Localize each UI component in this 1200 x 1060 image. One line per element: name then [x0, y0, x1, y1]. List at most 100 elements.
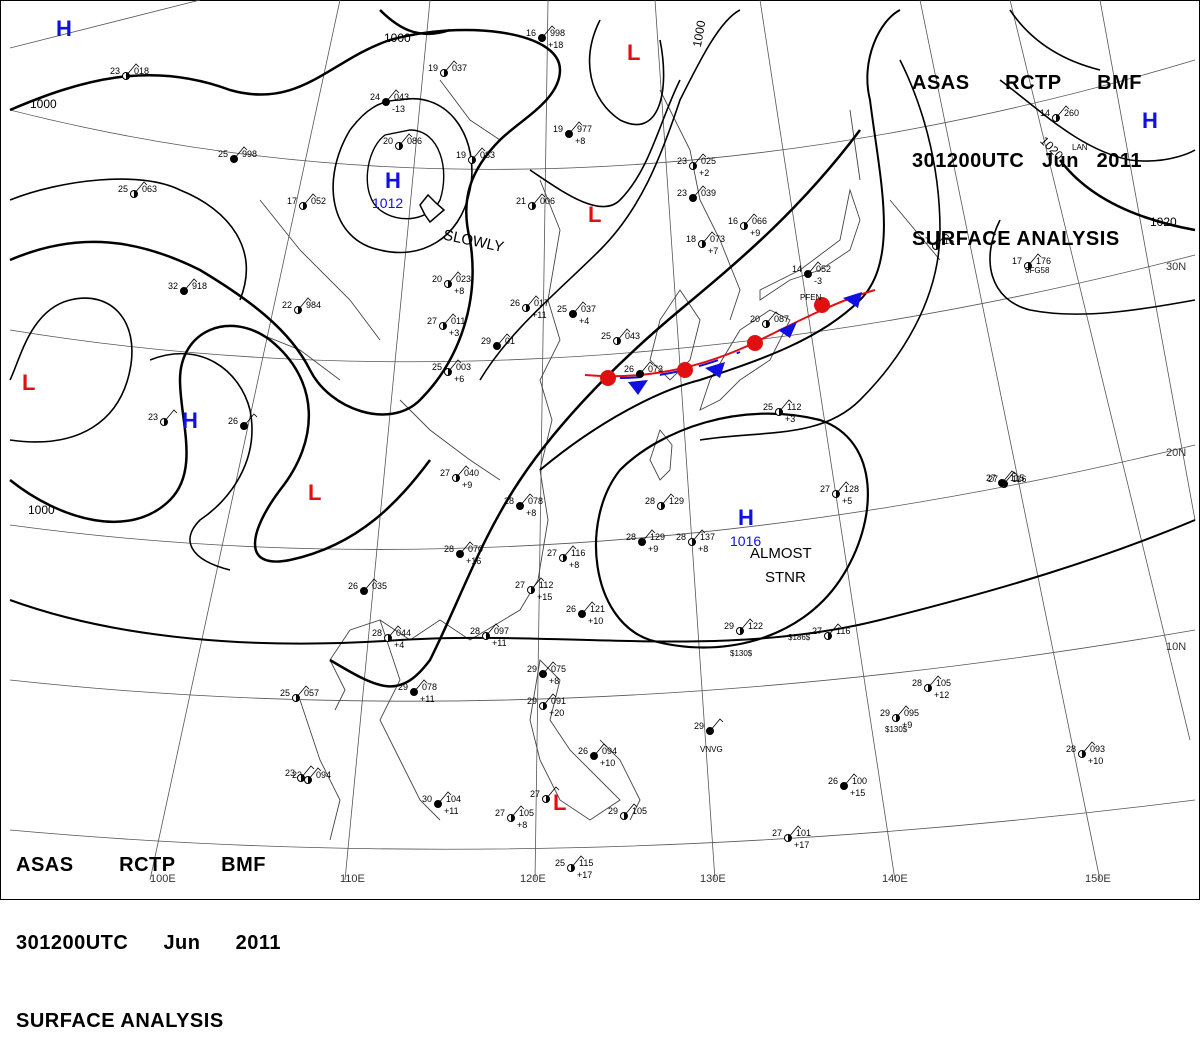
cloud-cover-mark — [1002, 479, 1006, 487]
cloud-cover-mark — [414, 688, 418, 696]
station-pressure: 116 — [1012, 474, 1026, 484]
station-temperature: 26 — [348, 581, 358, 591]
station-plot: 18 073 +7 — [686, 231, 725, 256]
station-tendency: +10 — [600, 758, 615, 768]
wind-barb — [787, 825, 802, 839]
station-plot: 25 037 +4 — [557, 301, 596, 326]
cloud-cover-mark — [308, 776, 312, 784]
station-plot: 29 01 — [481, 333, 515, 350]
station-plot: 23 039 — [677, 185, 716, 202]
wind-barb — [485, 623, 500, 637]
station-pressure: 091 — [551, 696, 566, 706]
station-plot: 28 105 +12 — [912, 675, 951, 700]
station-temperature: 28 — [504, 496, 514, 506]
station-plot: 26 017 +11 — [510, 295, 549, 320]
cloud-cover-mark — [234, 155, 238, 163]
station-temperature: 29 — [694, 721, 704, 731]
station-pressure: 011 — [451, 316, 465, 326]
station-plot: 24 043 -13 — [370, 89, 409, 114]
cloud-cover-mark — [573, 310, 577, 318]
station-plot: 27 116 +8 — [547, 545, 585, 570]
station-pressure: 040 — [464, 468, 479, 478]
isobar-label: 1020 — [1150, 215, 1177, 229]
station-tendency: +6 — [454, 374, 464, 384]
station-temperature: 23 — [110, 66, 120, 76]
station-pressure: 093 — [1090, 744, 1105, 754]
header-code: BMF — [1097, 72, 1142, 94]
station-pressure: 052 — [816, 264, 831, 274]
wind-barb — [778, 399, 793, 413]
station-temperature: 18 — [686, 234, 696, 244]
cloud-cover-mark — [896, 714, 900, 722]
station-temperature: 19 — [553, 124, 563, 134]
station-temperature: 16 — [526, 28, 536, 38]
station-pressure: 105 — [936, 678, 951, 688]
station-plot: 14 260 — [1040, 105, 1079, 122]
wind-barb — [1081, 741, 1096, 755]
station-temperature: 25 — [601, 331, 611, 341]
station-temperature: 28 — [372, 628, 382, 638]
wind-barb — [442, 313, 457, 327]
station-pressure: 104 — [446, 794, 461, 804]
header-product: ASAS — [16, 854, 74, 876]
station-pressure: 176 — [1036, 256, 1051, 266]
station-plot: 23 — [148, 409, 178, 426]
station-tendency: +8 — [526, 508, 536, 518]
station-temperature: 28 — [645, 496, 655, 506]
wind-barb — [581, 601, 596, 615]
station-temperature: 26 — [566, 604, 576, 614]
wind-barb — [525, 295, 540, 309]
wind-barb — [827, 623, 842, 637]
cloud-cover-mark — [472, 156, 476, 164]
station-temperature: 14 — [792, 264, 802, 274]
station-tendency: +18 — [548, 40, 563, 50]
station-temperature: 25 — [280, 688, 290, 698]
station-pressure: 023 — [456, 274, 471, 284]
station-plot: 28 044 +4 — [372, 625, 411, 650]
station-temperature: 23 — [292, 770, 302, 780]
cloud-cover-mark — [702, 240, 706, 248]
station-plot: 26 100 +15 — [828, 773, 867, 798]
station-pressure: 003 — [456, 362, 471, 372]
station-tendency: +8 — [569, 560, 579, 570]
wind-barb — [459, 541, 474, 555]
station-plot: 25 043 — [601, 328, 640, 345]
station-plot: 25 998 — [218, 146, 257, 163]
station-code: $130$ — [885, 725, 908, 734]
wind-barb — [765, 311, 780, 325]
station-tendency: +16 — [466, 556, 481, 566]
cloud-cover-mark — [543, 670, 547, 678]
station-plot: 27 105 +8 — [495, 805, 534, 830]
station-tendency: +7 — [708, 246, 718, 256]
cloud-cover-mark — [936, 242, 940, 250]
station-code: $130$ — [730, 649, 753, 658]
cloud-cover-mark — [134, 190, 138, 198]
cloud-cover-mark — [693, 162, 697, 170]
station-tendency: +17 — [577, 870, 592, 880]
low-center-north: L — [627, 40, 640, 65]
cloud-cover-mark — [532, 202, 536, 210]
wind-barb — [616, 328, 631, 342]
station-pressure: 100 — [852, 776, 867, 786]
station-temperature: 28 — [470, 626, 480, 636]
station-temperature: 28 — [676, 532, 686, 542]
wind-barb — [692, 153, 707, 167]
lon-label: 140E — [882, 873, 908, 885]
station-tendency: +4 — [579, 316, 589, 326]
station-plot: 16 998 +18 — [526, 25, 565, 50]
station-pressure: 105 — [519, 808, 534, 818]
station-temperature: 29 — [398, 682, 408, 692]
station-plot: 29 105 — [608, 803, 647, 820]
station-plot: 30 104 +11 — [422, 791, 461, 816]
wind-barb — [300, 765, 315, 779]
station-tendency: +9 — [750, 228, 760, 238]
station-plot: 28 137 +8 — [676, 529, 715, 554]
station-pressure: 998 — [550, 28, 565, 38]
cloud-cover-mark — [642, 538, 646, 546]
station-plot: 27 011 +3 — [427, 313, 465, 338]
wind-barb — [570, 855, 585, 869]
wind-barb — [542, 661, 557, 675]
station-temperature: 28 — [626, 532, 636, 542]
lon-label: 110E — [340, 873, 365, 885]
wind-barb — [927, 675, 942, 689]
